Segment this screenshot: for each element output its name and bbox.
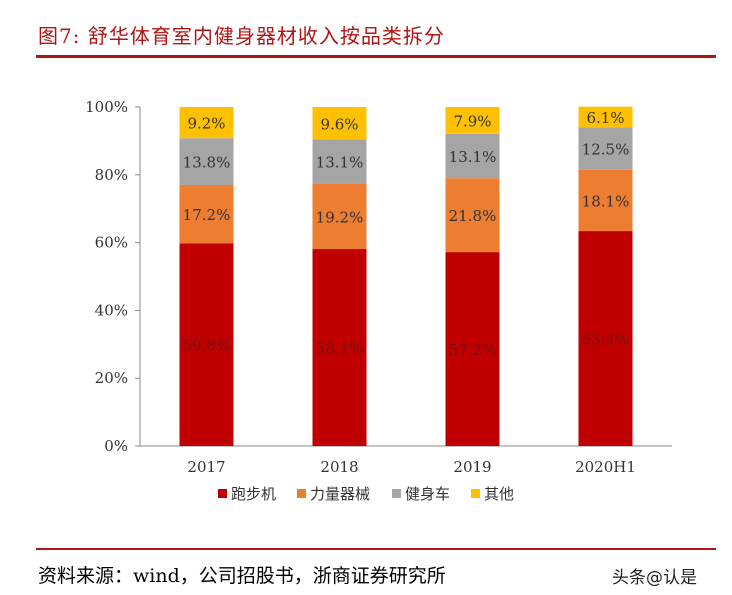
legend-swatch — [297, 489, 306, 498]
source-note: 资料来源：wind，公司招股书，浙商证券研究所 — [38, 565, 446, 587]
legend-label: 跑步机 — [231, 485, 276, 503]
bar-segment-跑步机 — [179, 243, 234, 446]
bar-segment-力量器械 — [445, 178, 500, 253]
x-tick-label: 2020H1 — [575, 458, 636, 476]
bar-segment-其他 — [578, 106, 633, 128]
y-tick-label: 40% — [95, 301, 128, 319]
bar-segment-力量器械 — [578, 169, 633, 232]
data-label: 12.5% — [582, 141, 630, 159]
y-tick-label: 0% — [104, 437, 128, 455]
bar-segment-力量器械 — [179, 184, 234, 244]
data-label: 9.2% — [187, 115, 225, 133]
bar-segment-健身车 — [445, 133, 500, 179]
data-label: 19.2% — [316, 208, 364, 226]
footer-rule — [36, 548, 716, 550]
x-tick-label: 2019 — [453, 458, 491, 476]
data-label: 21.8% — [449, 207, 497, 225]
y-tick-label: 80% — [95, 166, 128, 184]
bar-segment-跑步机 — [445, 252, 500, 446]
bar-segment-健身车 — [179, 138, 234, 185]
x-tick-label: 2018 — [320, 458, 358, 476]
y-tick-label: 60% — [95, 234, 128, 252]
bar-segment-跑步机 — [312, 249, 367, 446]
data-label: 63.4% — [582, 331, 630, 349]
data-label: 57.2% — [449, 341, 497, 359]
y-tick-label: 100% — [85, 98, 128, 116]
bar-segment-其他 — [312, 107, 367, 140]
bar-segment-健身车 — [312, 139, 367, 184]
data-label: 59.8% — [183, 337, 231, 355]
data-label: 9.6% — [320, 115, 358, 133]
bar-segment-其他 — [445, 107, 500, 134]
title-rule — [36, 55, 716, 58]
x-tick-label: 2017 — [187, 458, 225, 476]
data-label: 13.1% — [316, 154, 364, 172]
legend-swatch — [218, 489, 227, 498]
legend-swatch — [392, 489, 401, 498]
legend-label: 健身车 — [405, 485, 450, 503]
data-label: 6.1% — [586, 109, 624, 127]
bar-segment-跑步机 — [578, 231, 633, 446]
data-label: 58.1% — [316, 340, 364, 358]
data-label: 13.1% — [449, 148, 497, 166]
legend-label: 力量器械 — [310, 485, 370, 503]
legend-swatch — [471, 489, 480, 498]
data-label: 13.8% — [183, 154, 231, 172]
data-label: 7.9% — [453, 112, 491, 130]
bar-segment-健身车 — [578, 127, 633, 170]
legend-label: 其他 — [484, 485, 514, 503]
bar-segment-力量器械 — [312, 183, 367, 250]
data-label: 18.1% — [582, 192, 630, 210]
watermark: 头条@认是 — [612, 568, 697, 588]
figure-title: 图7: 舒华体育室内健身器材收入按品类拆分 — [38, 24, 445, 48]
y-tick-label: 20% — [95, 369, 128, 387]
bar-segment-其他 — [179, 107, 234, 139]
data-label: 17.2% — [183, 206, 231, 224]
